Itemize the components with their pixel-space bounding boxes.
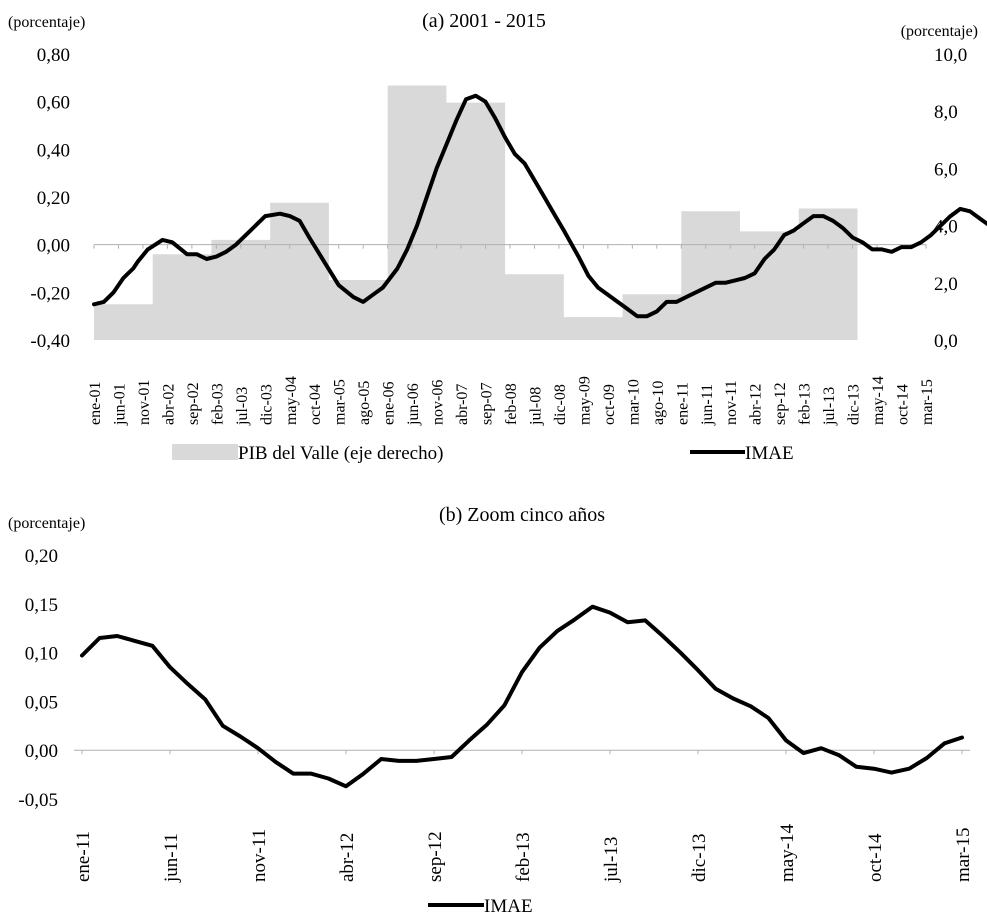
x-tick-label: oct-09 bbox=[601, 384, 618, 425]
x-tick-label: oct-04 bbox=[307, 384, 324, 425]
legend-label-imae-b: IMAE bbox=[484, 896, 533, 916]
chart-b-tick-label: 0,10 bbox=[25, 644, 58, 665]
x-tick-label: jun-11 bbox=[699, 384, 716, 426]
imae-line bbox=[92, 93, 987, 319]
chart-b: (b) Zoom cinco años (porcentaje) -0,05 0,00… bbox=[8, 504, 974, 916]
chart-b-tick-label: 0,00 bbox=[25, 741, 58, 762]
chart-b-x-tick-label: sep-12 bbox=[425, 831, 446, 882]
left-tick-label: -0,20 bbox=[30, 283, 70, 304]
chart-b-x-tick-label: feb-13 bbox=[513, 832, 534, 882]
x-tick-label: ago-10 bbox=[650, 381, 667, 425]
x-tick-label: feb-03 bbox=[209, 383, 226, 425]
left-tick-label: -0,40 bbox=[30, 331, 70, 352]
x-tick-label: jul-08 bbox=[527, 387, 544, 426]
x-tick-label: jun-06 bbox=[405, 383, 422, 426]
chart-b-x-tick-label: jun-11 bbox=[161, 833, 182, 883]
x-tick-label: jul-13 bbox=[821, 387, 838, 426]
x-tick-label: abr-12 bbox=[748, 384, 765, 425]
chart-b-tick-label: 0,15 bbox=[25, 595, 58, 616]
x-tick-label: abr-02 bbox=[160, 384, 177, 425]
x-tick-label: abr-07 bbox=[454, 384, 471, 425]
x-tick-label: nov-06 bbox=[430, 380, 447, 425]
chart-b-tick-label: -0,05 bbox=[18, 790, 58, 811]
left-tick-label: 0,40 bbox=[37, 140, 70, 161]
chart-b-x-tick-label: mar-15 bbox=[953, 828, 974, 883]
x-tick-label: mar-05 bbox=[332, 379, 349, 425]
x-tick-label: mar-10 bbox=[625, 379, 642, 425]
right-tick-label: 4,0 bbox=[934, 217, 958, 238]
chart-b-x-tick-label: dic-13 bbox=[689, 833, 710, 882]
right-tick-label: 0,0 bbox=[934, 331, 958, 352]
x-tick-label: ene-11 bbox=[674, 382, 691, 425]
x-tick-label: mar-15 bbox=[919, 379, 936, 425]
x-tick-label: jun-01 bbox=[111, 383, 128, 426]
chart-b-title: (b) Zoom cinco años bbox=[439, 504, 605, 526]
chart-b-x-tick-label: nov-11 bbox=[249, 829, 270, 882]
right-tick-label: 6,0 bbox=[934, 159, 958, 180]
left-tick-label: 0,00 bbox=[37, 236, 70, 257]
x-tick-label: may-14 bbox=[870, 376, 887, 425]
x-tick-label: dic-03 bbox=[258, 384, 275, 425]
x-tick-label: sep-02 bbox=[185, 382, 202, 425]
x-tick-label: dic-13 bbox=[846, 384, 863, 425]
chart-b-x-tick-label: may-14 bbox=[777, 823, 798, 882]
chart-a: (a) 2001 - 2015 (porcentaje) (porcentaje) -… bbox=[8, 10, 987, 464]
chart-b-tick-label: 0,20 bbox=[25, 546, 58, 567]
right-tick-label: 2,0 bbox=[934, 274, 958, 295]
right-tick-label: 10,0 bbox=[934, 45, 967, 66]
chart-b-x-tick-label: jul-13 bbox=[601, 837, 622, 883]
x-tick-label: ago-05 bbox=[356, 381, 373, 425]
right-axis-label: (porcentaje) bbox=[901, 23, 978, 40]
chart-a-title: (a) 2001 - 2015 bbox=[422, 10, 546, 32]
left-tick-label: 0,20 bbox=[37, 188, 70, 209]
legend-label-imae: IMAE bbox=[745, 443, 794, 464]
x-tick-label: nov-01 bbox=[136, 380, 153, 425]
x-tick-label: ene-01 bbox=[87, 381, 104, 425]
x-tick-label: may-09 bbox=[576, 376, 593, 425]
x-tick-label: may-04 bbox=[283, 376, 300, 425]
x-tick-label: dic-08 bbox=[552, 384, 569, 425]
x-tick-label: nov-11 bbox=[723, 380, 740, 425]
pib-area bbox=[94, 85, 858, 341]
chart-b-tick-label: 0,05 bbox=[25, 692, 58, 713]
imae-zoom-line bbox=[80, 604, 964, 789]
x-tick-label: feb-08 bbox=[503, 383, 520, 425]
chart-b-x-tick-label: abr-12 bbox=[337, 833, 358, 882]
x-tick-label: jul-03 bbox=[234, 387, 251, 426]
x-tick-label: sep-12 bbox=[772, 382, 789, 425]
chart-b-x-tick-label: oct-14 bbox=[865, 833, 886, 882]
x-tick-label: ene-06 bbox=[381, 381, 398, 425]
legend-label-pib: PIB del Valle (eje derecho) bbox=[238, 443, 443, 464]
left-tick-label: 0,60 bbox=[37, 93, 70, 114]
left-axis-label: (porcentaje) bbox=[8, 14, 85, 31]
chart-b-x-tick-label: ene-11 bbox=[73, 831, 94, 882]
right-tick-label: 8,0 bbox=[934, 102, 958, 123]
x-tick-label: oct-14 bbox=[895, 384, 912, 425]
chart-b-axis-label: (porcentaje) bbox=[8, 515, 85, 532]
legend-swatch-pib bbox=[172, 444, 238, 460]
x-tick-label: sep-07 bbox=[479, 382, 496, 425]
x-tick-label: feb-13 bbox=[797, 383, 814, 425]
left-tick-label: 0,80 bbox=[37, 45, 70, 66]
